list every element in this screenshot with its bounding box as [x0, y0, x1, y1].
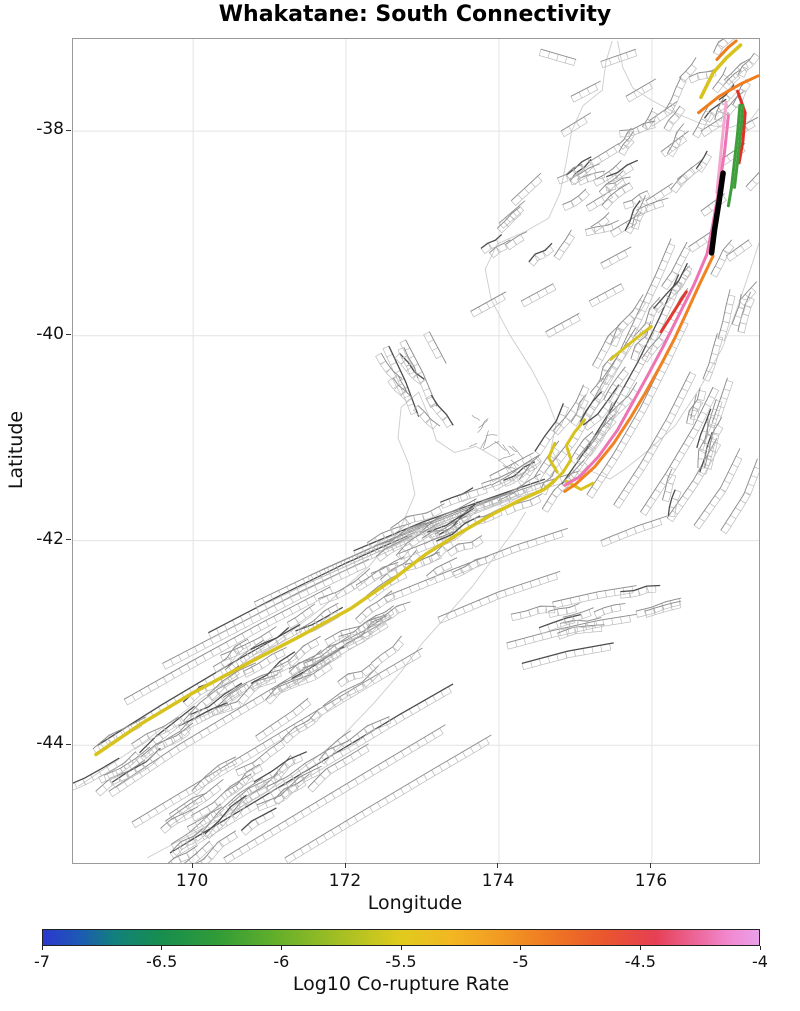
x-tick-label: 170: [175, 871, 209, 891]
colorbar-tick-label: -5: [512, 952, 529, 971]
x-tick-mark: [344, 863, 346, 868]
colorbar-tick-label: -6.5: [146, 952, 178, 971]
colorbar-tick-mark: [520, 946, 522, 950]
colorbar-tick-mark: [280, 946, 282, 950]
y-tick-mark: [66, 743, 71, 745]
y-tick-mark: [66, 539, 71, 541]
y-tick-mark: [66, 334, 71, 336]
colorbar-tick-label: -5.5: [385, 952, 417, 971]
colorbar-tick-label: -7: [34, 952, 50, 971]
plot-area: [72, 38, 760, 864]
map-svg: [73, 39, 759, 863]
colorbar-tick-mark: [639, 946, 641, 950]
y-tick-label: -38: [36, 119, 64, 140]
chart-title: Whakatane: South Connectivity: [218, 2, 612, 27]
x-tick-label: 176: [634, 871, 668, 891]
x-tick-label: 172: [328, 871, 362, 891]
x-tick-mark: [497, 863, 499, 868]
colorbar: [42, 929, 760, 946]
x-tick-label: 174: [481, 871, 515, 891]
x-axis-label: Longitude: [367, 892, 463, 914]
y-tick-label: -42: [36, 528, 64, 549]
colorbar-tick-label: -4: [752, 952, 768, 971]
x-tick-mark: [650, 863, 652, 868]
y-tick-mark: [66, 129, 71, 131]
y-axis-label: Latitude: [5, 410, 27, 490]
colorbar-tick-label: -6: [273, 952, 290, 971]
colorbar-tick-mark: [161, 946, 163, 950]
colorbar-tick-mark: [41, 946, 43, 950]
colorbar-tick-label: -4.5: [624, 952, 656, 971]
colorbar-tick-mark: [759, 946, 761, 950]
colorbar-label: Log10 Co-rupture Rate: [292, 973, 510, 995]
x-tick-mark: [191, 863, 193, 868]
y-tick-label: -44: [36, 733, 64, 754]
colorbar-tick-mark: [400, 946, 402, 950]
colorbar-gradient: [42, 929, 760, 946]
y-tick-label: -40: [36, 323, 64, 344]
